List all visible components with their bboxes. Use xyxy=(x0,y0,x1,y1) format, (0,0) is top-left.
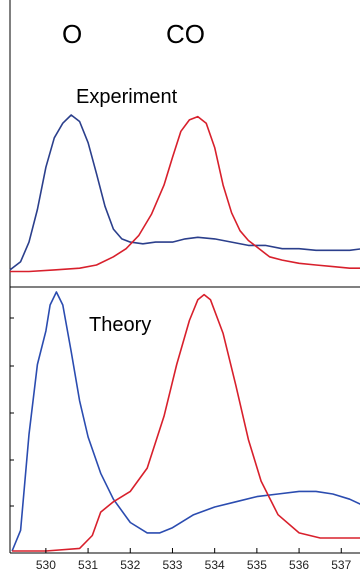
x-tick-label-534: 534 xyxy=(205,558,225,572)
series-experiment-co-line xyxy=(10,115,360,273)
chart-frame xyxy=(9,0,360,554)
series-experiment-o-line xyxy=(9,114,360,271)
x-tick-label-533: 533 xyxy=(162,558,182,572)
peak-label-co: CO xyxy=(166,19,205,49)
panel-label-experiment: Experiment xyxy=(76,86,178,108)
x-tick-label-535: 535 xyxy=(247,558,267,572)
ticks-layer: 530 531 532 533 534 535 536 537 xyxy=(10,317,352,572)
series-theory-o-line xyxy=(11,291,360,552)
panel-label-theory: Theory xyxy=(89,314,151,336)
x-tick-label-532: 532 xyxy=(120,558,140,572)
x-tick-label-537: 537 xyxy=(331,558,351,572)
x-tick-label-531: 531 xyxy=(78,558,98,572)
peak-label-o: O xyxy=(62,19,82,49)
series-theory-co-line xyxy=(12,293,360,552)
curves-layer xyxy=(9,114,360,552)
x-tick-label-536: 536 xyxy=(289,558,309,572)
x-tick-label-530: 530 xyxy=(36,558,56,572)
